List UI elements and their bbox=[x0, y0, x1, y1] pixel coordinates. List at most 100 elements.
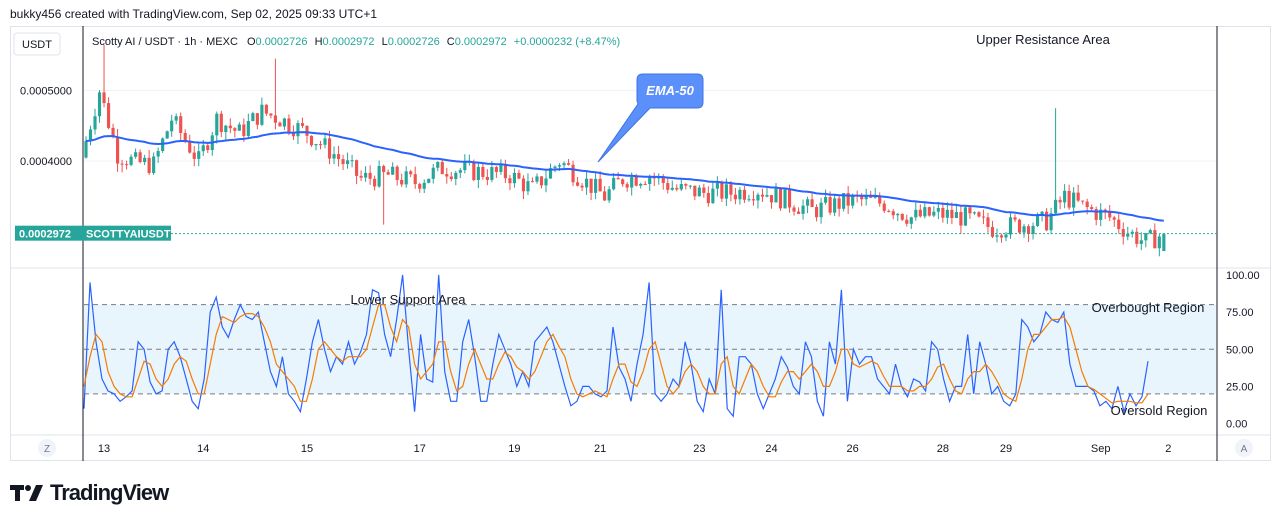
candle bbox=[512, 168, 517, 188]
candle bbox=[152, 152, 156, 176]
a-button[interactable] bbox=[1235, 439, 1253, 457]
candle bbox=[1022, 223, 1026, 238]
candle bbox=[467, 154, 471, 166]
candle bbox=[355, 159, 359, 185]
candle bbox=[625, 181, 629, 192]
candle bbox=[801, 199, 805, 220]
candle bbox=[603, 186, 607, 201]
candle bbox=[143, 154, 147, 166]
candle bbox=[445, 167, 449, 184]
candle bbox=[711, 182, 715, 204]
candle bbox=[269, 113, 273, 119]
candle bbox=[400, 173, 404, 188]
candle bbox=[336, 145, 341, 167]
candle bbox=[747, 194, 751, 202]
candle bbox=[476, 161, 480, 189]
candle bbox=[833, 195, 837, 216]
candle bbox=[481, 163, 485, 180]
candle bbox=[197, 143, 201, 167]
candle bbox=[233, 127, 237, 138]
stoch-tick-label: 100.00 bbox=[1226, 270, 1260, 282]
z-button[interactable] bbox=[38, 439, 56, 457]
candle bbox=[255, 112, 259, 130]
candle bbox=[594, 171, 598, 200]
candle bbox=[688, 185, 692, 190]
candle bbox=[1013, 214, 1017, 223]
candle bbox=[864, 188, 868, 206]
candle bbox=[1058, 196, 1062, 210]
candle bbox=[1040, 210, 1044, 222]
lower-support-label: Lower Support Area bbox=[351, 292, 467, 307]
candle bbox=[733, 187, 737, 205]
candle bbox=[548, 163, 553, 179]
symbol-name: Scotty AI / USDT · 1h · MEXC bbox=[92, 36, 238, 48]
candle bbox=[382, 164, 386, 225]
candle bbox=[1026, 224, 1031, 242]
candle bbox=[612, 173, 616, 191]
currency-badge-label: USDT bbox=[22, 39, 52, 51]
candle bbox=[1072, 187, 1076, 216]
chart-frame bbox=[10, 26, 1271, 461]
candle bbox=[332, 146, 336, 165]
candle bbox=[652, 172, 656, 186]
candle bbox=[129, 154, 133, 167]
candle bbox=[1004, 231, 1008, 242]
time-tick-label: 14 bbox=[197, 443, 209, 455]
stoch-tick-label: 50.00 bbox=[1226, 344, 1254, 356]
candle bbox=[986, 212, 990, 233]
overbought-label: Overbought Region bbox=[1092, 300, 1205, 315]
candle bbox=[138, 149, 142, 164]
candle bbox=[972, 211, 977, 216]
candle bbox=[585, 170, 589, 195]
tradingview-footer: TradingView bbox=[10, 480, 169, 506]
candle bbox=[373, 175, 377, 191]
candle bbox=[1162, 233, 1166, 252]
candle bbox=[765, 187, 769, 198]
candle bbox=[300, 117, 305, 129]
candle bbox=[643, 181, 647, 185]
candle bbox=[900, 213, 904, 222]
candle bbox=[760, 188, 765, 202]
candle bbox=[323, 133, 327, 149]
candle bbox=[792, 205, 796, 216]
candle bbox=[666, 177, 670, 194]
time-tick-label: 15 bbox=[301, 443, 313, 455]
time-tick-label: 21 bbox=[594, 443, 606, 455]
candle bbox=[147, 149, 151, 176]
candle bbox=[873, 187, 877, 199]
candle bbox=[936, 201, 940, 220]
candle bbox=[954, 203, 958, 219]
change-value: +0.0000232 (+8.47%) bbox=[514, 36, 620, 48]
candle bbox=[837, 195, 841, 217]
candle bbox=[905, 214, 909, 227]
candle bbox=[156, 147, 160, 163]
candle bbox=[1081, 200, 1085, 205]
open-value: 0.0002726 bbox=[256, 36, 308, 48]
time-tick-label: 24 bbox=[765, 443, 777, 455]
candle bbox=[485, 169, 489, 186]
candle bbox=[697, 184, 701, 197]
candle bbox=[796, 207, 801, 215]
candle bbox=[882, 200, 886, 214]
candle bbox=[458, 168, 462, 179]
candle bbox=[395, 165, 399, 186]
high-label: H bbox=[315, 36, 323, 48]
candle bbox=[896, 213, 900, 222]
candle bbox=[1153, 223, 1157, 249]
candle bbox=[206, 142, 210, 154]
currency-badge[interactable] bbox=[13, 32, 61, 56]
candle bbox=[454, 170, 458, 186]
candle bbox=[1144, 232, 1148, 248]
time-tick-label: 26 bbox=[847, 443, 859, 455]
symbol-legend: Scotty AI / USDT · 1h · MEXC O0.0002726 … bbox=[92, 36, 620, 48]
candle bbox=[386, 169, 390, 175]
candle bbox=[675, 184, 679, 192]
candle bbox=[192, 146, 196, 167]
candle bbox=[345, 152, 350, 169]
candle bbox=[1049, 207, 1053, 234]
tradingview-brand: TradingView bbox=[50, 480, 169, 505]
candle bbox=[237, 122, 241, 131]
candle bbox=[1099, 203, 1103, 227]
candle bbox=[1139, 232, 1143, 251]
